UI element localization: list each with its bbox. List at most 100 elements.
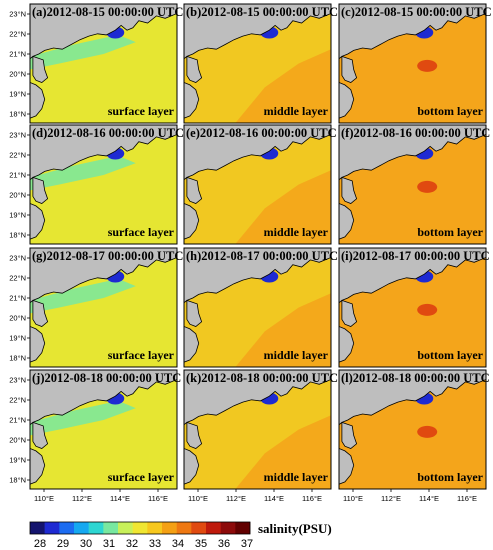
land-mass — [184, 248, 331, 304]
salinity-field — [30, 370, 177, 489]
layer-label: middle layer — [264, 348, 329, 362]
panel-title: (j)2012-08-18 00:00:00 UTC — [32, 371, 181, 385]
lon-tick-label: 116°E — [302, 494, 322, 503]
colorbar-swatch — [162, 522, 177, 534]
fresh-plume — [30, 400, 136, 436]
panel-frame — [29, 247, 178, 368]
map-panel: (g)2012-08-17 00:00:00 UTC surface layer 2… — [9, 247, 183, 368]
land-mass — [339, 203, 355, 240]
colorbar-swatch — [118, 522, 133, 534]
colorbar-title: salinity(PSU) — [258, 521, 332, 536]
lat-tick-label: 19°N — [9, 456, 26, 465]
land-mass — [339, 370, 486, 426]
map-panel: (d)2012-08-16 00:00:00 UTC surface layer 2… — [9, 124, 184, 245]
land-mass — [339, 248, 486, 304]
panel-title: (b)2012-08-15 00:00:00 UTC — [186, 5, 338, 19]
salinity-field — [339, 370, 486, 489]
colorbar-label: 29 — [57, 538, 69, 550]
salty-tongue — [235, 170, 331, 244]
land-mass — [184, 370, 331, 426]
lat-tick-label: 23°N — [9, 376, 26, 385]
lat-tick-label: 19°N — [9, 211, 26, 220]
colorbar-swatch — [74, 522, 89, 534]
colorbar-swatch — [132, 522, 148, 534]
lon-tick-label: 114°E — [110, 494, 130, 503]
salinity-field — [30, 4, 177, 123]
map-panel: (e)2012-08-16 00:00:00 UTC middle layer — [183, 124, 337, 245]
colorbar-frame — [29, 521, 251, 535]
colorbar-swatch — [30, 522, 45, 534]
panel-frame — [29, 369, 178, 490]
map-panel: (h)2012-08-17 00:00:00 UTC middle layer — [183, 247, 338, 368]
land-mass — [186, 176, 203, 204]
land-mass — [30, 370, 177, 426]
lat-tick-label: 19°N — [9, 334, 26, 343]
colorbar-label: 34 — [172, 538, 184, 550]
colorbar-swatch — [191, 522, 207, 534]
panel-frame — [183, 247, 332, 368]
layer-label: bottom layer — [417, 104, 483, 118]
land-mass — [184, 448, 200, 485]
panel-title: (h)2012-08-17 00:00:00 UTC — [186, 249, 338, 263]
lat-tick-label: 19°N — [9, 90, 26, 99]
panel-frame — [338, 3, 487, 124]
land-mass — [341, 176, 358, 204]
panel-title: (k)2012-08-18 00:00:00 UTC — [186, 371, 338, 385]
panel-grid: (a)2012-08-15 00:00:00 UTC surface layer 2… — [9, 3, 492, 503]
panel-title: (f)2012-08-16 00:00:00 UTC — [341, 126, 490, 140]
colorbar-swatch — [176, 522, 192, 534]
map-panel: (i)2012-08-17 00:00:00 UTC bottom layer — [338, 247, 490, 368]
colorbar-swatch — [220, 522, 236, 534]
colorbar-label: 32 — [126, 538, 138, 550]
panel-frame — [183, 369, 332, 490]
colorbar-swatch — [147, 522, 163, 534]
colorbar-label: 31 — [103, 538, 115, 550]
colorbar-swatch — [44, 522, 60, 534]
land-mass — [32, 421, 49, 449]
lon-tick-label: 114°E — [264, 494, 284, 503]
panel-title: (d)2012-08-16 00:00:00 UTC — [32, 126, 184, 140]
salinity-field — [30, 125, 177, 244]
salinity-field — [184, 248, 331, 367]
fresh-plume — [30, 34, 136, 70]
lat-tick-label: 20°N — [9, 436, 26, 445]
map-panel: (a)2012-08-15 00:00:00 UTC surface layer 2… — [9, 3, 183, 124]
salinity-field — [339, 125, 486, 244]
land-mass — [339, 82, 355, 119]
land-mass — [32, 55, 49, 83]
salty-tongue — [235, 49, 331, 123]
salty-tongue — [235, 293, 331, 367]
fresh-plume — [30, 278, 136, 314]
panel-title: (g)2012-08-17 00:00:00 UTC — [32, 249, 183, 263]
lat-tick-label: 22°N — [9, 151, 26, 160]
salinity-field — [184, 370, 331, 489]
fresh-plume — [30, 155, 136, 191]
lat-tick-label: 20°N — [9, 314, 26, 323]
lat-tick-label: 22°N — [9, 396, 26, 405]
lat-tick-label: 21°N — [9, 416, 26, 425]
lon-tick-label: 114°E — [419, 494, 439, 503]
colorbar-label: 30 — [80, 538, 92, 550]
lon-tick-label: 116°E — [148, 494, 168, 503]
land-mass — [186, 55, 203, 83]
panel-frame — [338, 247, 487, 368]
land-mass — [184, 125, 331, 181]
lon-tick-label: 116°E — [457, 494, 477, 503]
layer-label: middle layer — [264, 104, 329, 118]
land-mass — [186, 299, 203, 327]
lat-tick-label: 18°N — [9, 354, 26, 363]
land-mass — [30, 248, 177, 304]
colorbar-swatch — [206, 522, 221, 534]
high-salinity-core — [417, 180, 438, 193]
land-mass — [30, 4, 177, 60]
layer-label: surface layer — [108, 348, 175, 362]
panel-frame — [183, 3, 332, 124]
land-mass — [186, 421, 203, 449]
layer-label: middle layer — [264, 225, 329, 239]
salinity-field — [30, 248, 177, 367]
land-mass — [339, 4, 486, 60]
lon-tick-label: 110°E — [343, 494, 363, 503]
high-salinity-core — [417, 303, 438, 316]
land-mass — [341, 55, 358, 83]
